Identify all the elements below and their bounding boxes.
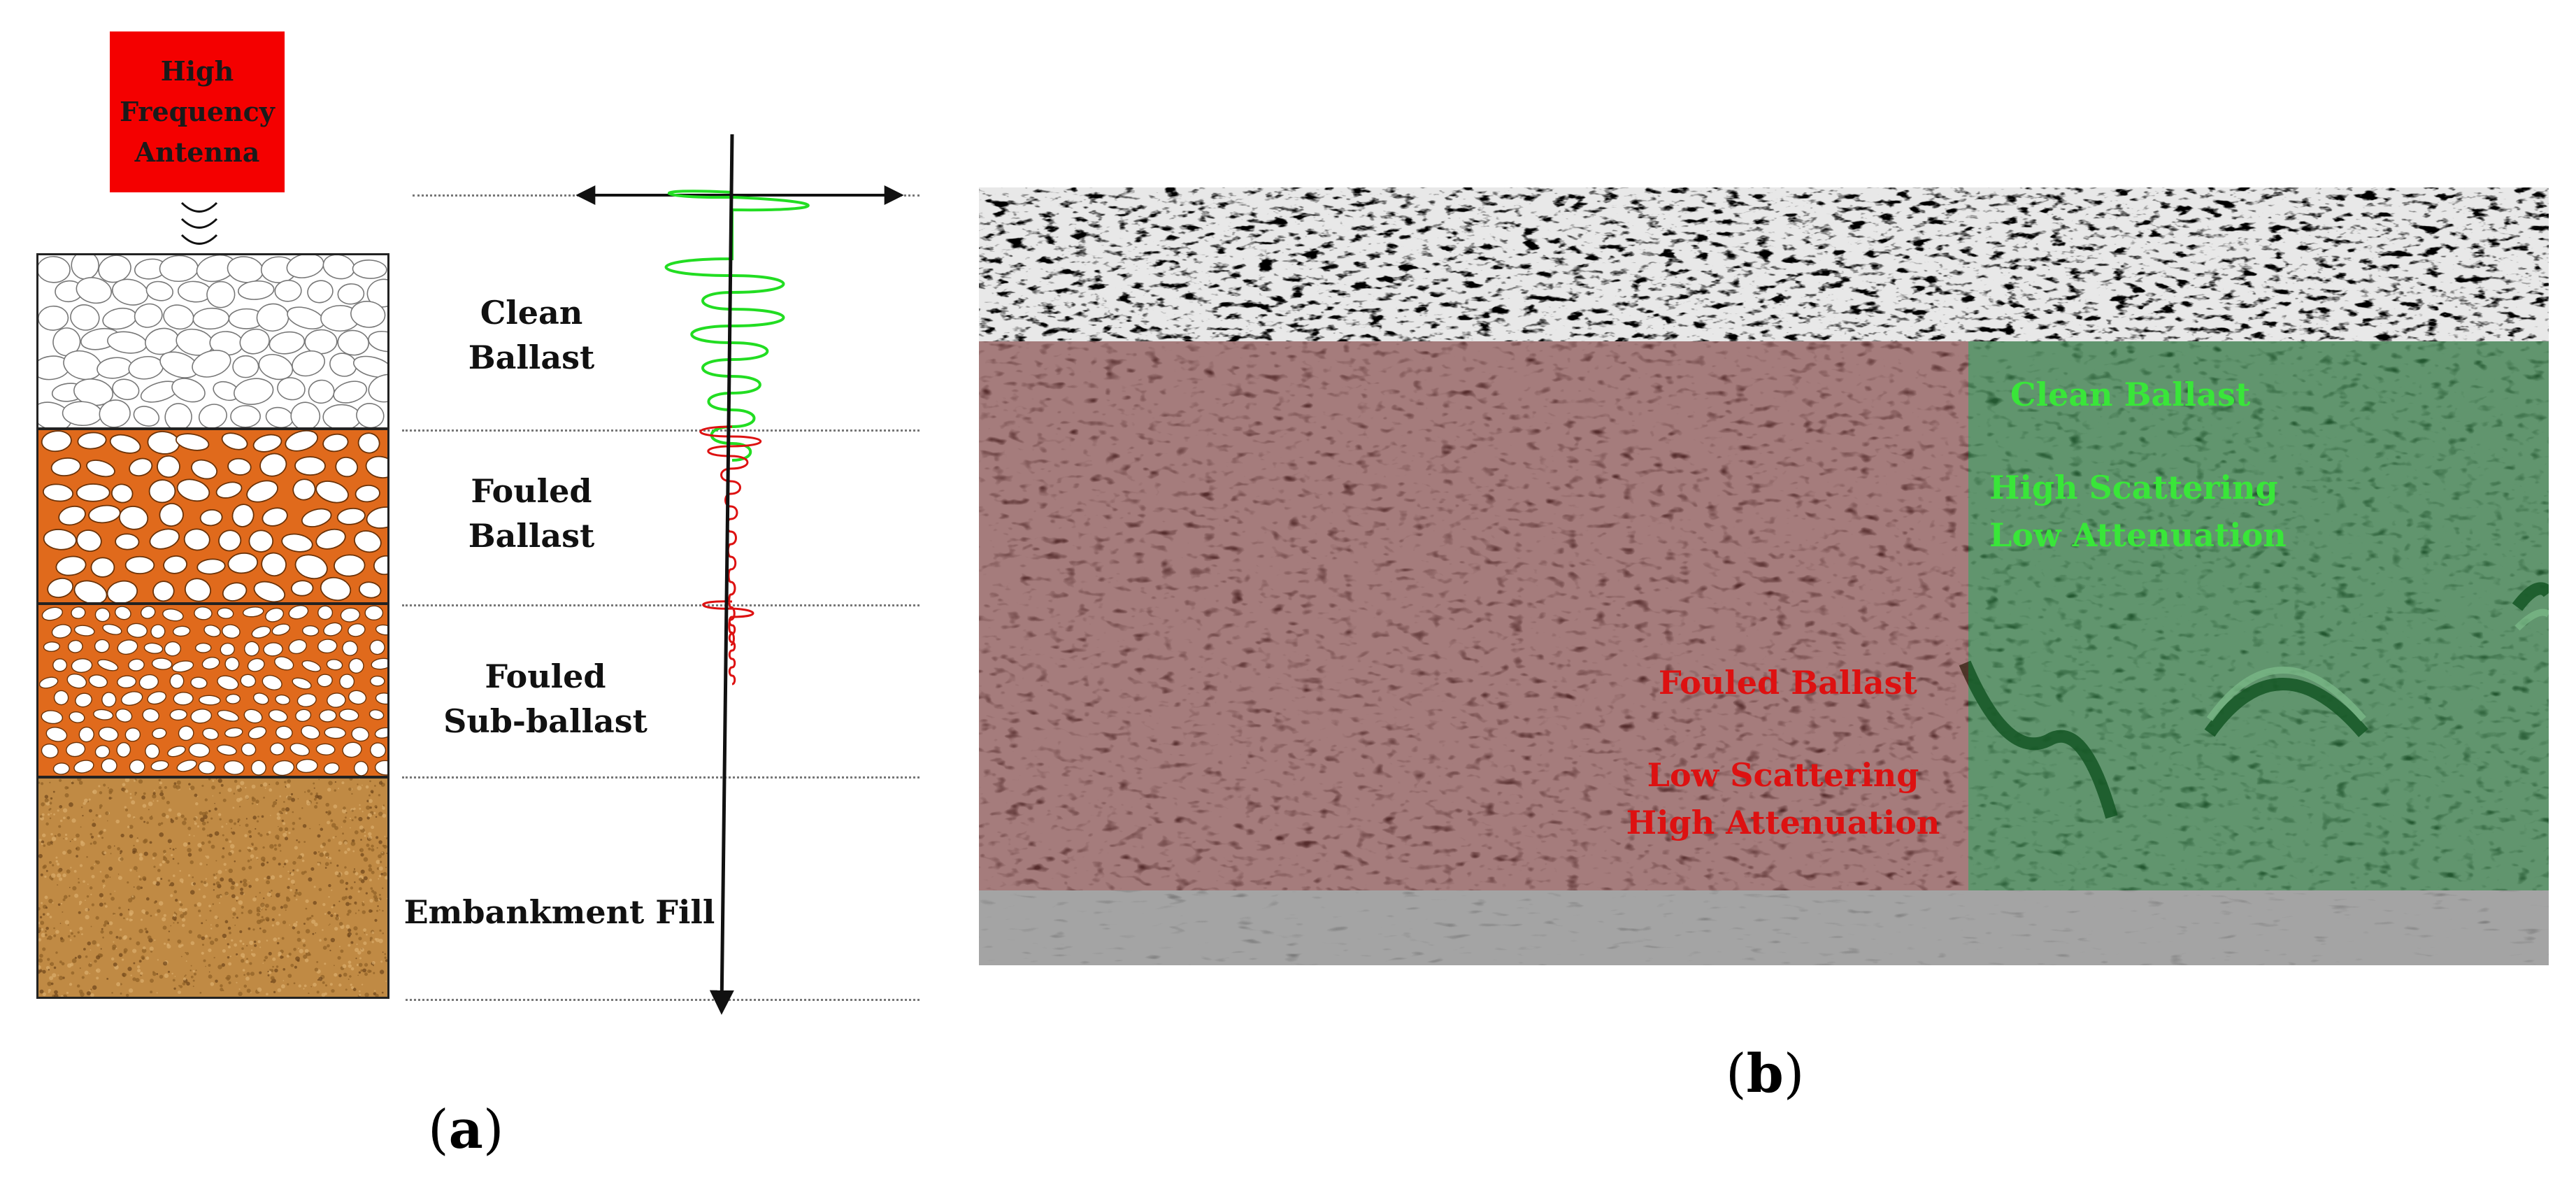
fouled-ballast-region: [979, 341, 1968, 890]
fouled-ballast-layer: [36, 428, 389, 604]
boundary-line-2: [402, 604, 920, 606]
fouled-subballast-label: Fouled Sub-ballast: [443, 657, 647, 740]
fouled-ballast-title: Fouled Ballast: [1659, 664, 1917, 702]
clean-ballast-label: Clean Ballast: [468, 294, 595, 376]
panel-a-label: (a): [428, 1098, 504, 1160]
antenna-label: High Frequency Antenna: [120, 55, 275, 168]
fouled-ballast-trace: [699, 425, 762, 685]
fouled-ballast-desc: Low Scattering High Attenuation: [1626, 756, 1940, 841]
embankment-fill-label: Embankment Fill: [403, 893, 715, 931]
fouled-subballast-layer: [36, 603, 389, 778]
clean-ballast-trace: [664, 190, 810, 462]
clean-ballast-desc: High Scattering Low Attenuation: [1989, 469, 2287, 554]
boundary-line-3: [402, 776, 920, 779]
clean-ballast-region: [1968, 341, 2549, 890]
antenna-wave-icon: [180, 201, 218, 245]
boundary-line-4: [406, 999, 920, 1001]
clean-ballast-title: Clean Ballast: [2010, 376, 2251, 413]
clean-ballast-layer: [36, 253, 389, 429]
panel-b-label: (b): [1726, 1042, 1805, 1104]
gpr-radargram: Clean Ballast High Scattering Low Attenua…: [979, 187, 2549, 965]
gpr-trace-plot: [575, 134, 904, 1015]
antenna-box: High Frequency Antenna: [110, 31, 285, 192]
embankment-fill-layer: [36, 776, 389, 999]
vertical-time-axis: [709, 134, 734, 1015]
fouled-ballast-label: Fouled Ballast: [468, 472, 595, 555]
boundary-line-1: [402, 429, 920, 432]
